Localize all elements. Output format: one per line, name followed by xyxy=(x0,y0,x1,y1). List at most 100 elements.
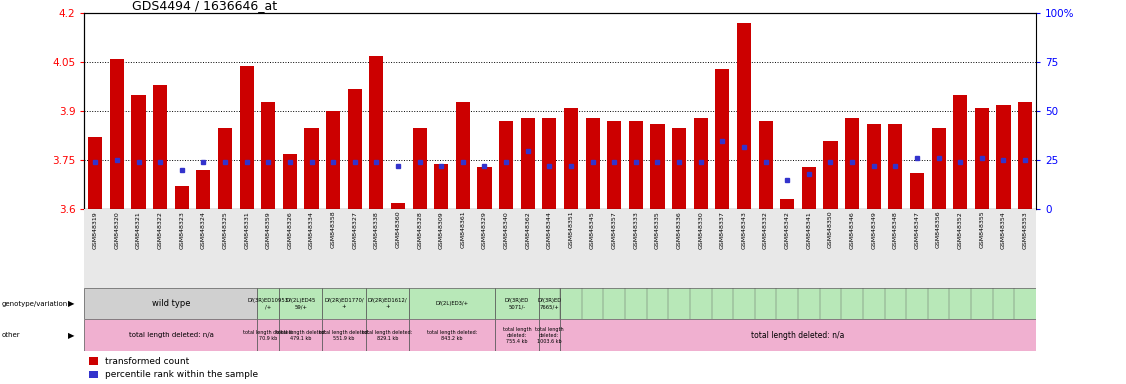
Text: GSM848338: GSM848338 xyxy=(374,211,378,248)
Bar xyxy=(110,59,124,209)
Bar xyxy=(279,319,322,351)
Bar xyxy=(867,124,881,209)
Bar xyxy=(538,288,561,319)
Text: GSM848337: GSM848337 xyxy=(720,211,725,249)
Bar xyxy=(240,66,253,209)
Bar xyxy=(322,288,366,319)
Bar xyxy=(628,121,643,209)
Text: GSM848356: GSM848356 xyxy=(936,211,941,248)
Text: GSM848352: GSM848352 xyxy=(958,211,963,248)
Text: GSM848362: GSM848362 xyxy=(525,211,530,248)
Text: genotype/variation: genotype/variation xyxy=(1,301,68,307)
Bar xyxy=(997,105,1010,209)
Text: Df(3R)ED
5071/-: Df(3R)ED 5071/- xyxy=(504,298,529,309)
Bar xyxy=(780,200,794,209)
Text: GSM848346: GSM848346 xyxy=(850,211,855,248)
Text: GSM848342: GSM848342 xyxy=(785,211,789,249)
Bar xyxy=(651,124,664,209)
Bar xyxy=(409,319,495,351)
Text: GSM848331: GSM848331 xyxy=(244,211,249,248)
Text: GSM848319: GSM848319 xyxy=(92,211,98,248)
Text: GSM848354: GSM848354 xyxy=(1001,211,1006,248)
Text: GSM848343: GSM848343 xyxy=(742,211,747,249)
Text: GSM848320: GSM848320 xyxy=(115,211,119,248)
Text: total length deleted:
70.9 kb: total length deleted: 70.9 kb xyxy=(243,330,294,341)
Text: total length deleted:
551.9 kb: total length deleted: 551.9 kb xyxy=(319,330,369,341)
Bar xyxy=(561,319,1036,351)
Text: GSM848336: GSM848336 xyxy=(677,211,681,248)
Text: total length deleted:
843.2 kb: total length deleted: 843.2 kb xyxy=(427,330,477,341)
Text: GDS4494 / 1636646_at: GDS4494 / 1636646_at xyxy=(132,0,277,12)
Text: Df(2R)ED1770/
+: Df(2R)ED1770/ + xyxy=(324,298,364,309)
Bar xyxy=(1018,101,1033,209)
Bar xyxy=(586,118,600,209)
Bar xyxy=(304,127,319,209)
Bar xyxy=(564,108,578,209)
Text: GSM848361: GSM848361 xyxy=(461,211,465,248)
Bar xyxy=(258,319,279,351)
Text: Df(3R)ED10953
/+: Df(3R)ED10953 /+ xyxy=(248,298,288,309)
Bar xyxy=(88,137,102,209)
Text: GSM848309: GSM848309 xyxy=(439,211,444,248)
Bar xyxy=(543,118,556,209)
Text: GSM848347: GSM848347 xyxy=(914,211,920,249)
Bar xyxy=(327,111,340,209)
Text: other: other xyxy=(1,333,20,338)
Text: Df(3R)ED
7665/+: Df(3R)ED 7665/+ xyxy=(537,298,562,309)
Bar xyxy=(975,108,989,209)
Bar xyxy=(283,154,297,209)
Legend: transformed count, percentile rank within the sample: transformed count, percentile rank withi… xyxy=(89,357,258,379)
Text: Df(2L)ED45
59/+: Df(2L)ED45 59/+ xyxy=(286,298,316,309)
Text: GSM848321: GSM848321 xyxy=(136,211,141,248)
Bar xyxy=(538,319,561,351)
Bar xyxy=(520,118,535,209)
Text: GSM848344: GSM848344 xyxy=(547,211,552,249)
Text: GSM848335: GSM848335 xyxy=(655,211,660,248)
Text: GSM848325: GSM848325 xyxy=(223,211,227,248)
Bar xyxy=(477,167,492,209)
Bar xyxy=(931,127,946,209)
Text: GSM848340: GSM848340 xyxy=(503,211,509,248)
Bar xyxy=(258,288,279,319)
Text: GSM848349: GSM848349 xyxy=(872,211,876,249)
Bar xyxy=(736,23,751,209)
Bar xyxy=(888,124,902,209)
Text: total length
deleted:
1003.6 kb: total length deleted: 1003.6 kb xyxy=(535,327,564,344)
Text: Df(2L)ED3/+: Df(2L)ED3/+ xyxy=(436,301,468,306)
Text: GSM848330: GSM848330 xyxy=(698,211,704,248)
Text: GSM848328: GSM848328 xyxy=(417,211,422,248)
Bar xyxy=(261,101,275,209)
Text: GSM848355: GSM848355 xyxy=(980,211,984,248)
Text: GSM848323: GSM848323 xyxy=(179,211,185,249)
Text: GSM848357: GSM848357 xyxy=(611,211,617,248)
Text: GSM848329: GSM848329 xyxy=(482,211,488,249)
Bar xyxy=(132,95,145,209)
Text: total length deleted:
829.1 kb: total length deleted: 829.1 kb xyxy=(361,330,412,341)
Bar xyxy=(694,118,708,209)
Bar xyxy=(495,319,538,351)
Bar xyxy=(196,170,211,209)
Text: GSM848359: GSM848359 xyxy=(266,211,270,248)
Bar xyxy=(759,121,772,209)
Text: ▶: ▶ xyxy=(68,299,74,308)
Text: GSM848360: GSM848360 xyxy=(395,211,401,248)
Bar xyxy=(369,56,384,209)
Text: GSM848358: GSM848358 xyxy=(331,211,336,248)
Text: GSM848351: GSM848351 xyxy=(569,211,573,248)
Text: GSM848333: GSM848333 xyxy=(633,211,638,249)
Text: total length deleted: n/a: total length deleted: n/a xyxy=(751,331,844,340)
Bar xyxy=(910,174,924,209)
Bar xyxy=(175,187,189,209)
Bar xyxy=(366,288,409,319)
Text: total length deleted:
479.1 kb: total length deleted: 479.1 kb xyxy=(276,330,325,341)
Bar xyxy=(412,127,427,209)
Text: GSM848324: GSM848324 xyxy=(200,211,206,249)
Bar xyxy=(607,121,622,209)
Bar xyxy=(954,95,967,209)
Text: GSM848345: GSM848345 xyxy=(590,211,596,248)
Bar xyxy=(84,319,258,351)
Text: Df(2R)ED1612/
+: Df(2R)ED1612/ + xyxy=(367,298,406,309)
Text: GSM848334: GSM848334 xyxy=(309,211,314,249)
Bar xyxy=(218,127,232,209)
Text: GSM848327: GSM848327 xyxy=(352,211,357,249)
